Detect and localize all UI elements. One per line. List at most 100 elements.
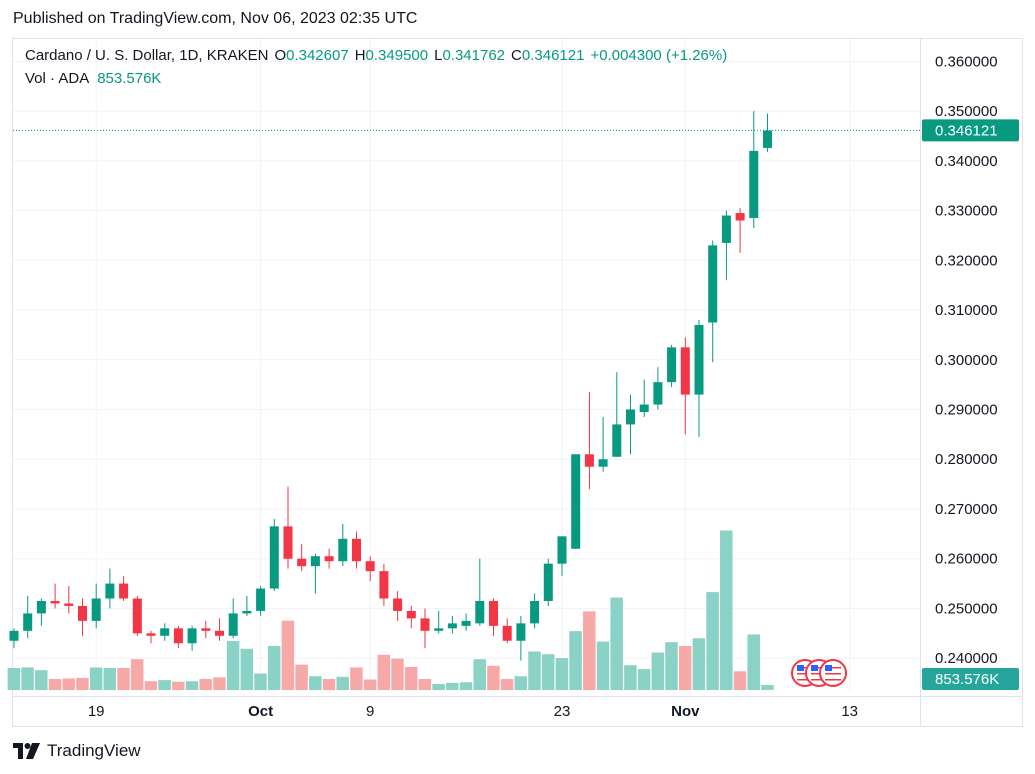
candle — [36, 598, 46, 626]
flag-stripe — [811, 679, 827, 681]
volume-bar — [89, 667, 103, 690]
volume-bar — [391, 658, 404, 690]
high-value: 0.349500 — [365, 47, 429, 64]
candle-body — [338, 538, 348, 562]
flag-stripe — [825, 676, 841, 678]
price-tick-label: 0.360000 — [935, 53, 998, 70]
candle-body — [543, 563, 553, 601]
candle-body — [708, 245, 718, 323]
candle-body — [23, 613, 33, 631]
candle-body — [434, 628, 444, 631]
volume-label: Vol · ADA — [25, 70, 90, 87]
candle-body — [36, 600, 46, 614]
candle — [475, 558, 485, 626]
price-tick-label: 0.240000 — [935, 650, 998, 667]
candle-body — [324, 556, 334, 562]
price-tick-label: 0.270000 — [935, 501, 998, 518]
flag-stripe — [797, 667, 813, 669]
volume-bar — [281, 620, 295, 690]
candle-body — [502, 625, 512, 641]
candle-body — [297, 558, 307, 567]
volume-bar — [35, 670, 48, 690]
candle — [584, 392, 594, 490]
candle — [242, 596, 252, 616]
volume-bar — [487, 665, 500, 690]
last-price-line: 0.346121 853.576K — [13, 119, 1019, 690]
volume-bar — [528, 651, 541, 690]
candle — [571, 454, 581, 549]
candle — [201, 620, 211, 639]
volume-bar — [473, 659, 486, 690]
candle-body — [201, 628, 211, 631]
candle — [228, 598, 238, 639]
candle-body — [489, 600, 498, 626]
candle-body — [516, 623, 526, 641]
candle — [119, 576, 129, 601]
candle — [721, 210, 731, 281]
published-caption: Published on TradingView.com, Nov 06, 20… — [13, 10, 418, 27]
candle — [91, 583, 101, 629]
volume-bar — [747, 634, 760, 690]
flag-canton — [825, 665, 832, 671]
candle-body — [187, 628, 197, 644]
volume-bar — [665, 642, 678, 690]
volume-bar — [692, 638, 706, 690]
candle-body — [680, 347, 690, 395]
candle — [283, 486, 293, 569]
change-value: +0.004300 (+1.26%) — [590, 47, 728, 64]
candle-body — [269, 526, 279, 589]
date-tick-label: 23 — [554, 703, 571, 720]
volume-bar — [309, 676, 322, 690]
candle — [64, 586, 74, 614]
price-tick-label: 0.320000 — [935, 252, 998, 269]
volume-bar — [267, 646, 281, 690]
candle — [160, 623, 170, 641]
last-volume-badge-label: 853.576K — [935, 671, 999, 688]
volume-bar — [624, 665, 637, 690]
candle — [187, 625, 197, 651]
price-candles — [9, 111, 772, 661]
candle-body — [420, 618, 430, 631]
volume-bar — [733, 671, 747, 690]
volume-bar — [514, 676, 528, 690]
brand-name: TradingView — [47, 741, 141, 760]
candle-body — [146, 633, 156, 636]
candle-body — [598, 459, 608, 467]
candle — [667, 344, 677, 388]
candle-body — [256, 588, 266, 611]
volume-bar — [637, 669, 651, 690]
high-label: H — [354, 47, 366, 64]
volume-bar — [459, 682, 473, 690]
volume-bar — [350, 667, 363, 690]
volume-bar — [185, 681, 199, 690]
us-event-flag-icon — [819, 659, 847, 687]
volume-bar — [254, 673, 267, 690]
candle — [297, 543, 307, 572]
price-axis: 0.360000 0.350000 0.340000 0.330000 0.320000… — [935, 53, 998, 667]
volume-bar — [651, 652, 665, 690]
volume-bar — [569, 631, 582, 690]
date-tick-label: 9 — [366, 703, 374, 720]
candle — [365, 556, 375, 582]
candle — [23, 596, 33, 639]
date-tick-label: 19 — [88, 703, 105, 720]
candle — [78, 598, 87, 636]
volume-bar — [418, 679, 432, 690]
volume-bar — [336, 676, 349, 690]
candle — [338, 523, 348, 567]
candle-body — [667, 347, 677, 383]
candle — [598, 416, 608, 472]
candle-body — [105, 583, 115, 599]
candle-body — [119, 583, 129, 599]
candle — [173, 625, 183, 649]
candle — [406, 605, 416, 629]
candle-body — [173, 628, 183, 644]
candle — [694, 319, 704, 437]
flag-stripe — [811, 673, 827, 675]
price-tick-label: 0.330000 — [935, 203, 998, 220]
chart-frame — [12, 38, 1023, 727]
volume-bar — [295, 664, 308, 690]
price-tick-label: 0.260000 — [935, 551, 998, 568]
time-axis: 19 Oct 9 23 Nov 13 — [88, 703, 858, 720]
